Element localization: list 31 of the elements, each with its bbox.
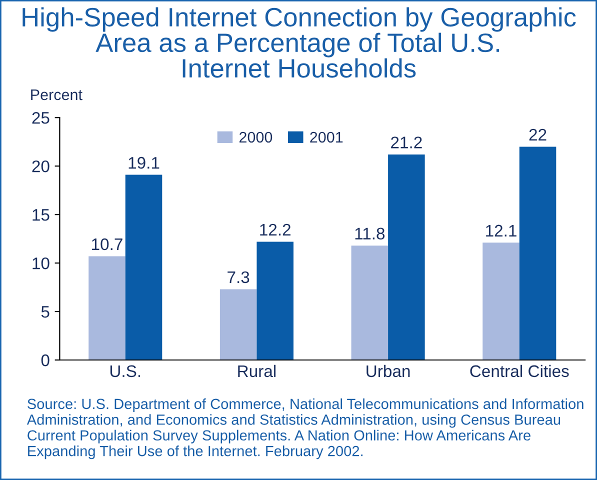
y-axis-title: Percent — [31, 90, 82, 100]
data-label: 22 — [529, 128, 546, 140]
bar — [220, 289, 257, 360]
legend-label: 2000 — [239, 132, 272, 143]
x-tick-label: Urban — [366, 364, 410, 378]
data-label: 12.2 — [260, 224, 290, 236]
bar — [256, 242, 294, 360]
data-label: 11.8 — [355, 228, 385, 240]
chart-title: High-Speed Internet Connection by Geographic Area as a Percentage of Total U.S. Internet Households — [22, 7, 576, 78]
source-note: Source: U.S. Department of Commerce, National Telecommunications and Information Administration, and Economics and Statistics Administration, using Census Bureau Current Population Survey Supplements. A Nation Online: How Americans Are Expanding Their Use of the Internet. February 2002. — [26, 398, 584, 460]
bar — [351, 246, 388, 360]
data-label: 21.2 — [391, 136, 422, 148]
bar — [482, 242, 520, 360]
bar — [88, 256, 126, 360]
bar — [519, 146, 556, 360]
data-label: 10.7 — [92, 238, 122, 250]
x-tick-label: Central Cities — [470, 364, 569, 378]
x-tick-label: Rural — [238, 364, 276, 378]
data-label: 12.1 — [486, 224, 516, 236]
bar — [125, 174, 162, 360]
y-tick-label: 25 — [32, 112, 50, 124]
y-tick-label: 20 — [32, 160, 50, 172]
data-label: 7.3 — [228, 271, 250, 284]
data-label: 19.1 — [128, 156, 160, 169]
y-tick-label: 5 — [41, 306, 50, 318]
legend-label: 2001 — [310, 132, 343, 143]
y-tick-label: 10 — [32, 257, 50, 270]
x-tick-label: U.S. — [110, 365, 140, 378]
y-tick-label: 0 — [41, 354, 50, 366]
bar — [388, 154, 425, 360]
y-tick-label: 15 — [32, 209, 50, 221]
